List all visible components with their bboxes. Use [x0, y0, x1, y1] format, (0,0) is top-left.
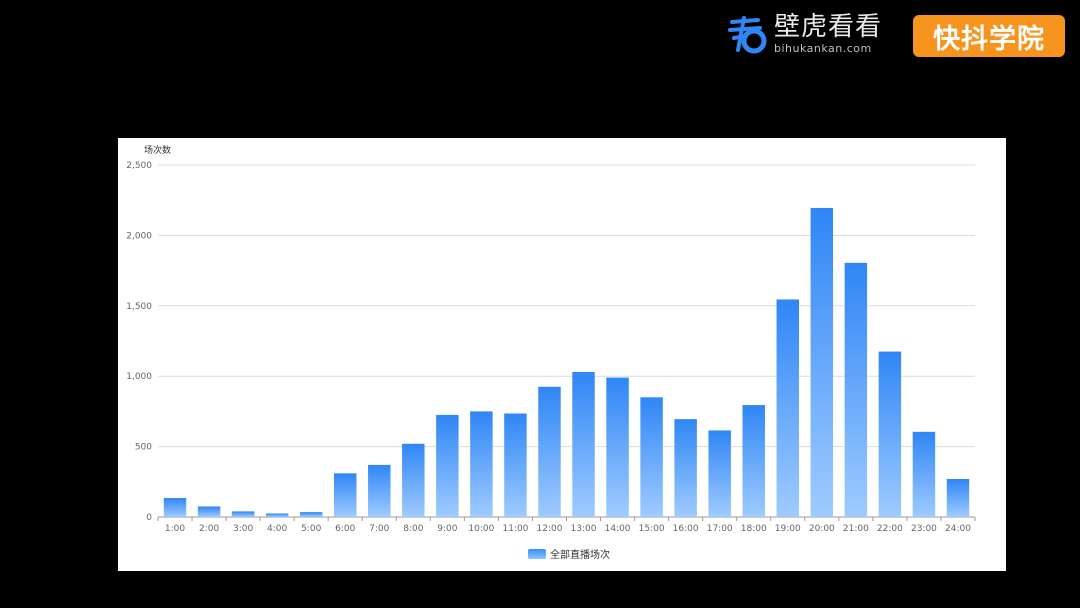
x-tick-label: 9:00 — [437, 524, 457, 534]
x-tick-label: 10:00 — [468, 524, 494, 534]
x-tick-label: 13:00 — [571, 524, 597, 534]
y-tick-label: 1,000 — [126, 372, 152, 382]
x-tick-label: 6:00 — [335, 524, 355, 534]
bar-22:00[interactable] — [878, 351, 902, 517]
bar-16:00[interactable] — [674, 419, 697, 517]
bar-20:00[interactable] — [810, 207, 834, 517]
y-tick-label: 2,500 — [126, 161, 152, 171]
bar-12:00[interactable] — [538, 386, 561, 517]
academy-badge: 快抖学院 — [913, 15, 1065, 57]
y-tick-label: 2,000 — [126, 231, 152, 241]
y-axis-label: 场次数 — [144, 144, 171, 156]
y-tick-label: 1,500 — [126, 302, 152, 312]
y-tick-label: 500 — [135, 443, 152, 453]
bar-2:00[interactable] — [197, 506, 221, 517]
bihu-logo-icon — [728, 16, 767, 54]
x-tick-label: 17:00 — [707, 524, 733, 534]
bar-13:00[interactable] — [572, 371, 595, 517]
x-tick-label: 7:00 — [369, 524, 389, 534]
x-tick-label: 16:00 — [673, 524, 699, 534]
bar-4:00[interactable] — [265, 513, 289, 517]
x-tick-label: 12:00 — [537, 524, 563, 534]
x-tick-label: 5:00 — [301, 524, 321, 534]
bar-1:00[interactable] — [163, 497, 187, 517]
x-tick-label: 24:00 — [945, 524, 971, 534]
legend-label: 全部直播场次 — [550, 550, 610, 561]
x-tick-label: 21:00 — [843, 524, 869, 534]
bar-23:00[interactable] — [912, 431, 936, 517]
y-tick-label: 0 — [146, 513, 152, 523]
x-tick-label: 23:00 — [911, 524, 937, 534]
x-tick-label: 15:00 — [639, 524, 665, 534]
brand-logo: 壁虎看看 bihukankan.com — [728, 14, 882, 54]
x-tick-label: 3:00 — [233, 524, 253, 534]
bar-24:00[interactable] — [946, 478, 970, 517]
x-tick-label: 20:00 — [809, 524, 835, 534]
bar-11:00[interactable] — [504, 413, 527, 517]
x-tick-label: 14:00 — [605, 524, 631, 534]
bar-17:00[interactable] — [708, 430, 731, 517]
bar-3:00[interactable] — [231, 511, 255, 517]
x-tick-label: 22:00 — [877, 524, 903, 534]
x-tick-label: 11:00 — [502, 524, 528, 534]
x-tick-label: 1:00 — [165, 524, 185, 534]
x-tick-label: 19:00 — [775, 524, 801, 534]
chart-card: 场次数 0 500 1,000 1,500 2,000 2,500 1:00 2:00 3:0… — [118, 138, 1006, 571]
x-tick-label: 2:00 — [199, 524, 219, 534]
bar-10:00[interactable] — [470, 411, 493, 517]
x-tick-label: 4:00 — [267, 524, 287, 534]
bar-7:00[interactable] — [368, 464, 391, 517]
chart-legend[interactable]: 全部直播场次 — [528, 546, 610, 561]
bar-5:00[interactable] — [299, 512, 323, 517]
bar-9:00[interactable] — [436, 414, 459, 517]
bar-18:00[interactable] — [742, 405, 765, 517]
brand-url: bihukankan.com — [774, 42, 872, 55]
x-tick-label: 18:00 — [741, 524, 767, 534]
legend-swatch — [528, 548, 546, 559]
bar-21:00[interactable] — [844, 262, 868, 517]
x-tick-label: 8:00 — [403, 524, 423, 534]
bar-14:00[interactable] — [606, 377, 629, 517]
bar-6:00[interactable] — [333, 473, 357, 517]
bar-19:00[interactable] — [776, 299, 800, 517]
brand-name: 壁虎看看 — [774, 12, 883, 42]
bar-8:00[interactable] — [402, 443, 425, 517]
bar-15:00[interactable] — [640, 397, 663, 517]
bar-chart: 场次数 0 500 1,000 1,500 2,000 2,500 1:00 2:00 3:0… — [126, 144, 976, 534]
